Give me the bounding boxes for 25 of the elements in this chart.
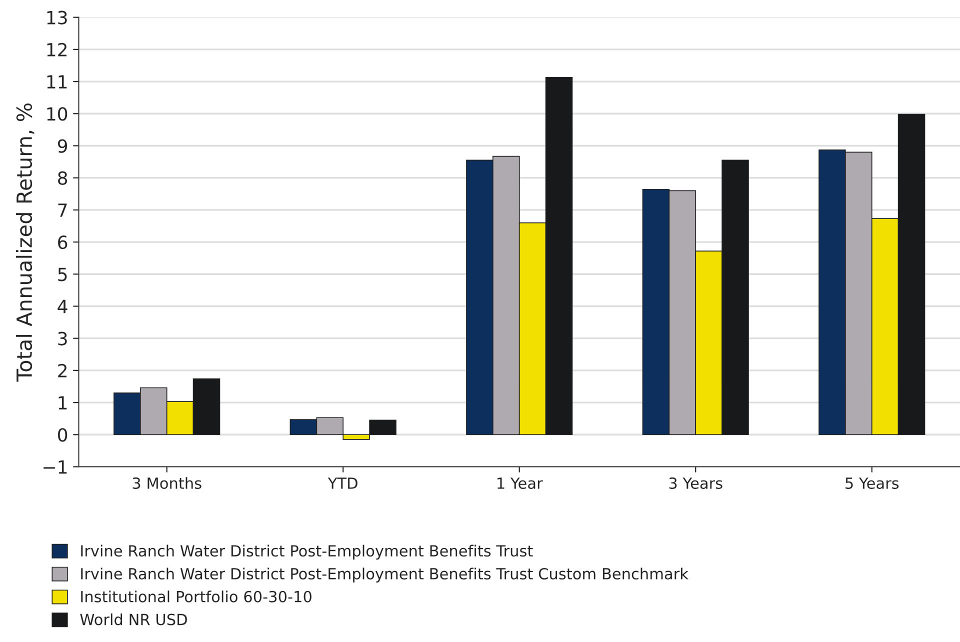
y-tick-label: 9 bbox=[58, 139, 68, 153]
y-tick-label: 3 bbox=[58, 332, 67, 346]
y-tick-label: 5 bbox=[58, 268, 67, 282]
y-tick-label: 0 bbox=[58, 428, 68, 442]
x-tick-label: 3 Years bbox=[669, 477, 722, 489]
legend-label: Irvine Ranch Water District Post-Employment Benefits Trust bbox=[81, 544, 533, 560]
y-tick-label: 10 bbox=[47, 107, 68, 121]
y-tick-label: 7 bbox=[58, 204, 67, 217]
y-tick-label: −1 bbox=[44, 460, 67, 474]
y-tick-label: 12 bbox=[47, 42, 66, 56]
x-tick-label: 5 Years bbox=[846, 478, 899, 489]
x-tick-label: 1 Year bbox=[498, 478, 543, 489]
y-axis-title: Total Annualized Return, % bbox=[16, 104, 34, 382]
legend-label: Institutional Portfolio 60-30-10 bbox=[81, 590, 312, 602]
legend-label: Irvine Ranch Water District Post-Employment Benefits Trust Custom Benchmark bbox=[81, 568, 688, 582]
x-tick-label: 3 Months bbox=[132, 477, 202, 489]
y-tick-label: 8 bbox=[58, 171, 68, 185]
y-tick-label: 2 bbox=[58, 364, 66, 378]
y-tick-label: 6 bbox=[58, 235, 68, 250]
y-tick-label: 13 bbox=[47, 10, 67, 24]
y-tick-label: 4 bbox=[58, 300, 68, 314]
legend-label: World NR USD bbox=[80, 613, 187, 626]
y-tick-label: 11 bbox=[47, 75, 67, 88]
x-tick-label: YTD bbox=[328, 478, 358, 489]
y-tick-label: 1 bbox=[58, 396, 67, 410]
